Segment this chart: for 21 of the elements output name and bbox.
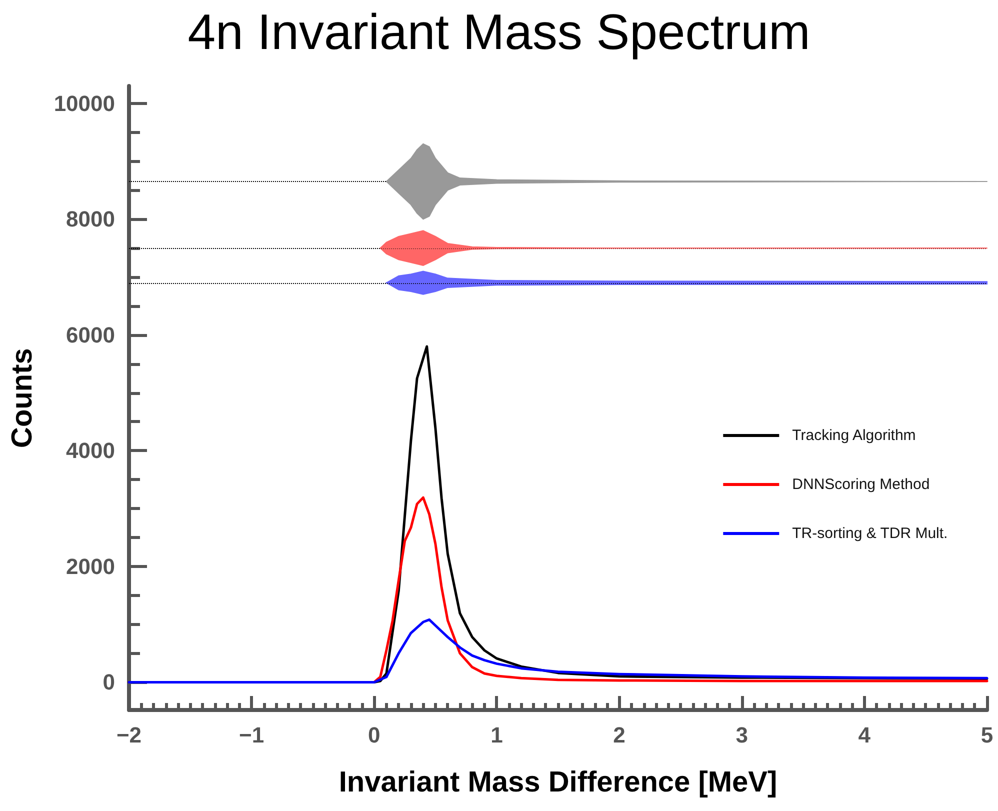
x-tick-label: 2 [613, 722, 626, 748]
line-series [128, 618, 988, 684]
x-tick-label: 0 [368, 722, 380, 748]
chart-title: 4n Invariant Mass Spectrum [188, 4, 810, 60]
y-axis-title: Counts [6, 348, 38, 448]
legend-label: TR-sorting & TDR Mult. [792, 525, 948, 542]
y-tick-label: 6000 [66, 322, 115, 348]
x-tick-label: 4 [858, 722, 872, 748]
y-tick-label: 10000 [54, 90, 115, 116]
x-tick-label: 5 [980, 722, 994, 748]
x-tick-label: −1 [239, 722, 264, 748]
legend-label: DNNScoring Method [792, 476, 930, 493]
y-tick-label: 8000 [66, 206, 115, 232]
legend-label: Tracking Algorithm [792, 427, 916, 444]
x-tick-label: −2 [116, 722, 142, 748]
y-tick-label: 0 [102, 670, 115, 695]
x-axis-title: Invariant Mass Difference [MeV] [338, 766, 778, 798]
x-tick-label: 1 [490, 722, 503, 748]
y-tick-label: 4000 [66, 438, 115, 464]
x-tick-label: 3 [736, 722, 748, 748]
y-tick-label: 2000 [66, 554, 115, 579]
